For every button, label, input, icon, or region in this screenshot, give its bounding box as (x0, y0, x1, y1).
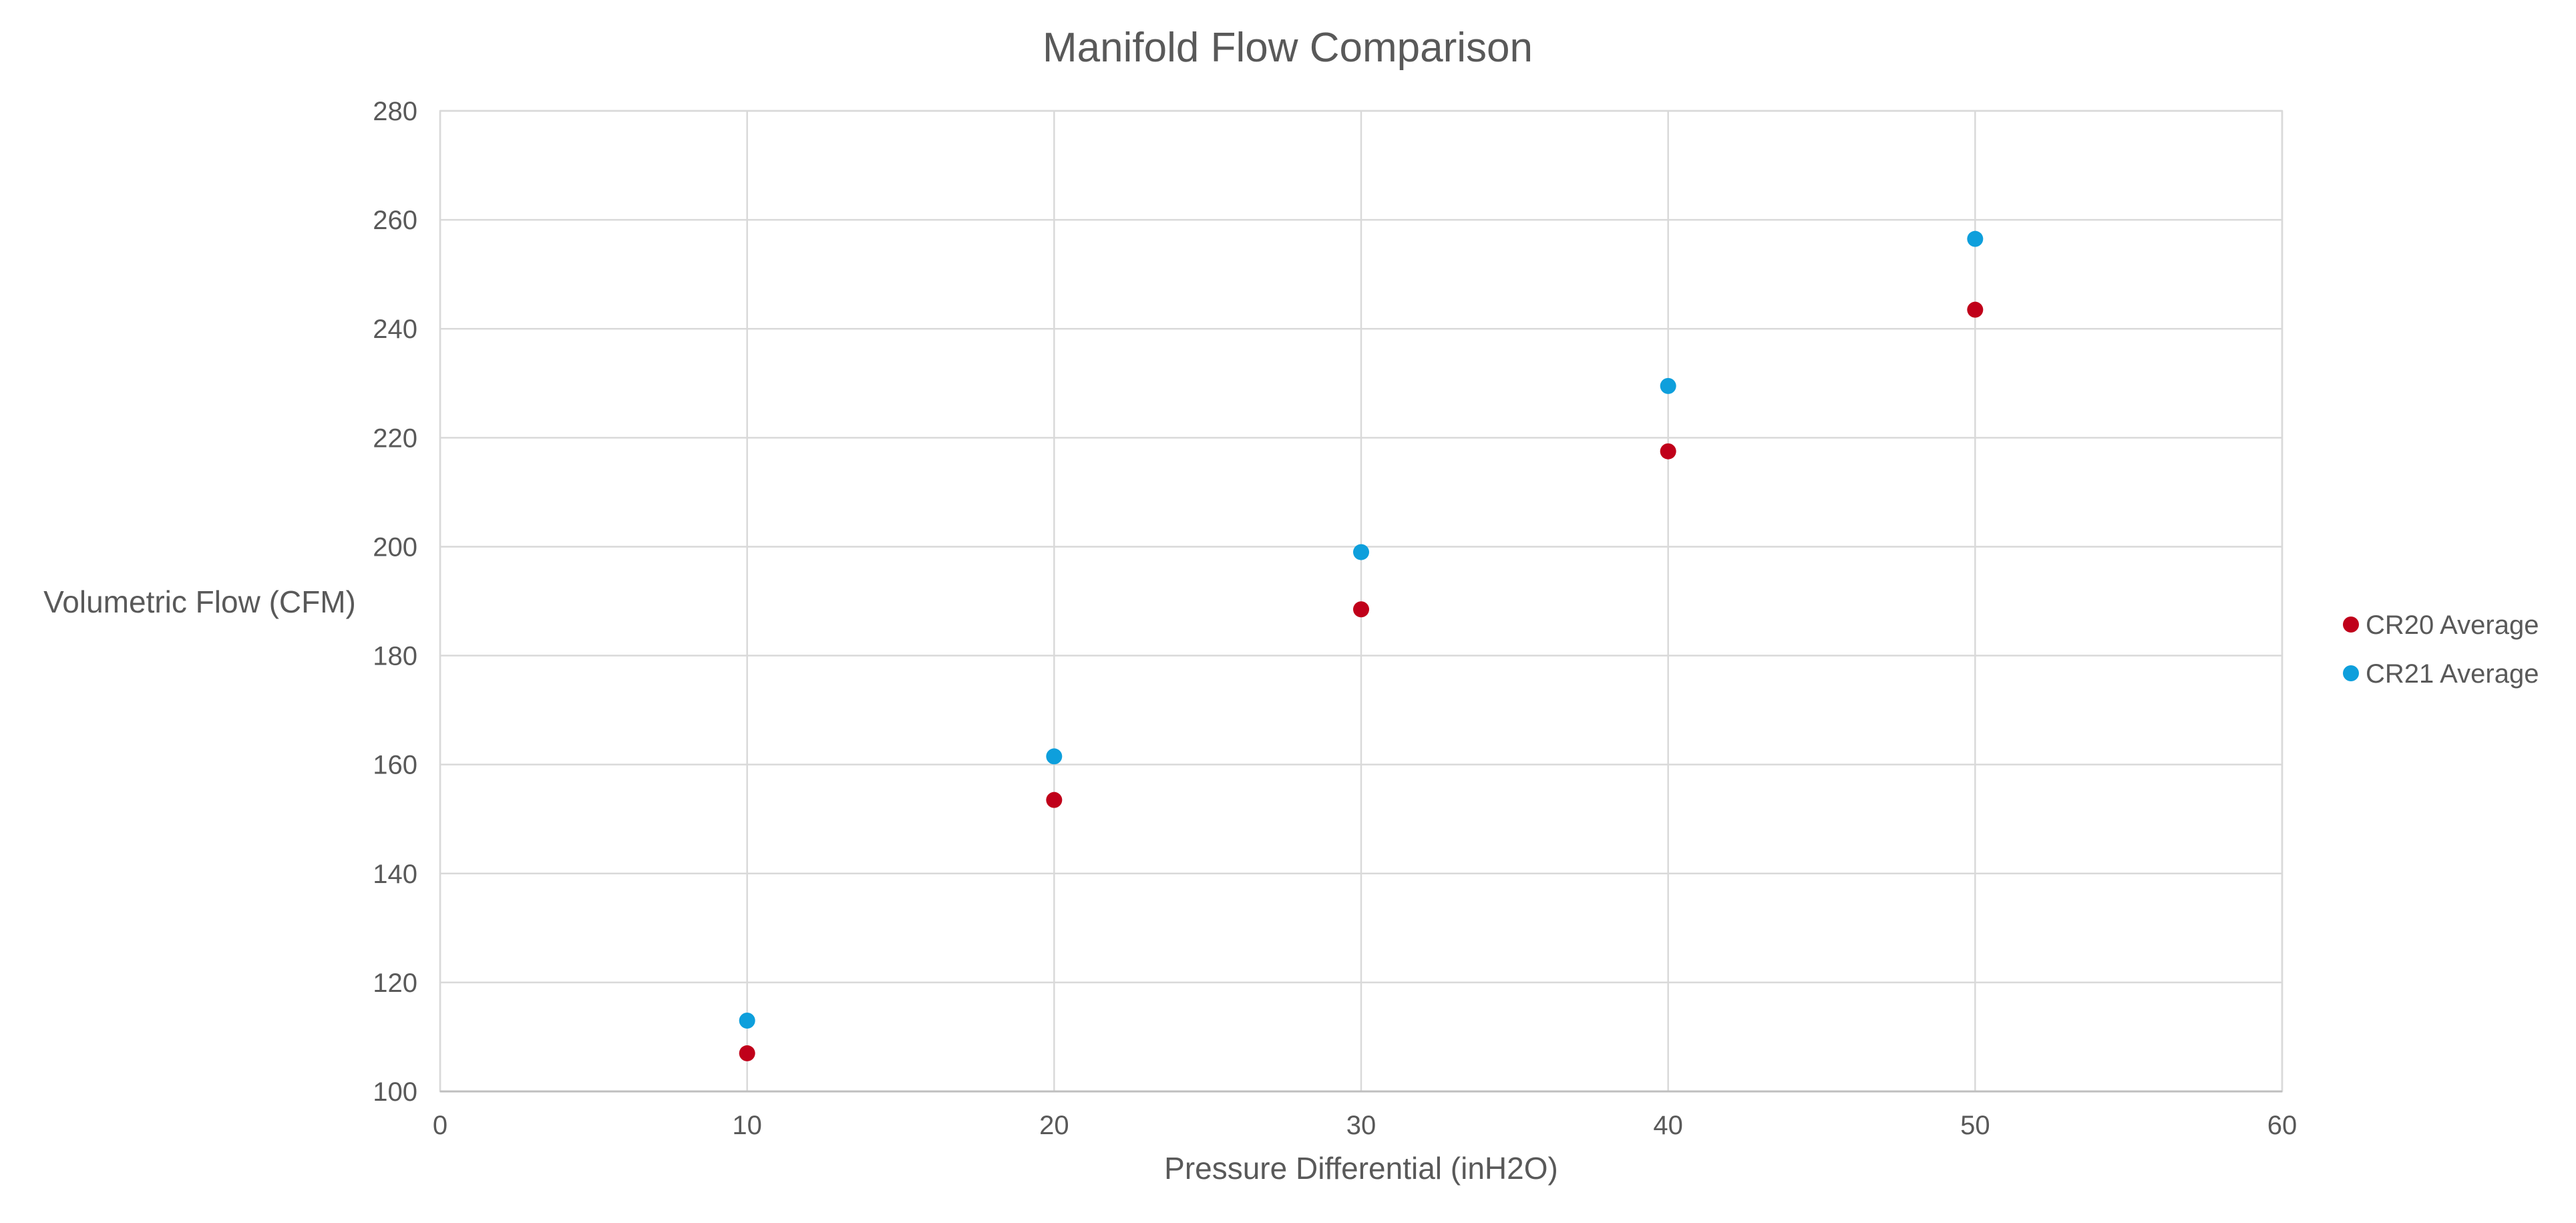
legend-marker (2343, 617, 2359, 633)
gridlines (439, 110, 2283, 1093)
y-tick-label: 140 (373, 860, 417, 889)
data-point-cr21-average (739, 1012, 755, 1029)
x-tick-label: 60 (2267, 1111, 2297, 1140)
y-tick-label: 100 (373, 1077, 417, 1107)
x-axis-title: Pressure Differential (inH2O) (1164, 1151, 1558, 1186)
legend-marker (2343, 665, 2359, 681)
y-tick-label: 160 (373, 751, 417, 780)
legend-label: CR21 Average (2366, 659, 2539, 689)
y-tick-label: 260 (373, 206, 417, 235)
x-tick-label: 30 (1346, 1111, 1376, 1140)
data-point-cr20-average (1660, 443, 1676, 460)
x-tick-label: 0 (433, 1111, 447, 1140)
x-tick-label: 10 (732, 1111, 762, 1140)
x-tick-label: 50 (1960, 1111, 1990, 1140)
data-points (739, 230, 1984, 1061)
x-tick-label: 40 (1653, 1111, 1683, 1140)
legend-label: CR20 Average (2366, 610, 2539, 640)
legend: CR20 Average CR21 Average (2343, 610, 2539, 689)
y-tick-label: 180 (373, 642, 417, 671)
x-tick-label: 20 (1039, 1111, 1069, 1140)
data-point-cr21-average (1967, 230, 1984, 247)
data-point-cr20-average (1353, 601, 1369, 618)
x-tick-labels: 0 10 20 30 40 50 60 (433, 1111, 2297, 1140)
data-point-cr21-average (1660, 377, 1676, 394)
data-point-cr20-average (739, 1045, 755, 1061)
y-tick-label: 220 (373, 423, 417, 453)
chart-title: Manifold Flow Comparison (1043, 25, 1533, 71)
data-point-cr20-average (1046, 792, 1063, 808)
y-tick-label: 280 (373, 97, 417, 126)
y-tick-label: 200 (373, 532, 417, 562)
y-tick-labels: 100 120 140 160 180 200 220 240 260 280 (373, 97, 417, 1107)
y-tick-label: 120 (373, 969, 417, 998)
data-point-cr21-average (1046, 748, 1063, 765)
y-axis-title: Volumetric Flow (CFM) (43, 584, 356, 619)
data-point-cr20-average (1967, 301, 1984, 318)
data-point-cr21-average (1353, 544, 1369, 560)
y-tick-label: 240 (373, 315, 417, 344)
